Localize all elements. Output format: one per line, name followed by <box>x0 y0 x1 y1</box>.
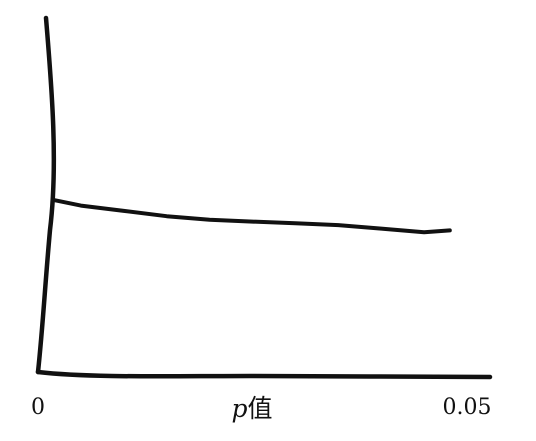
x-axis <box>38 372 490 377</box>
x-axis-label: p值 <box>231 394 272 423</box>
y-axis <box>38 18 54 372</box>
x-tick-0: 0 <box>31 395 45 420</box>
x-axis-variable: p <box>231 394 247 423</box>
x-tick-0.05: 0.05 <box>443 395 492 420</box>
x-axis-suffix: 值 <box>248 394 273 423</box>
series-line <box>55 200 450 232</box>
